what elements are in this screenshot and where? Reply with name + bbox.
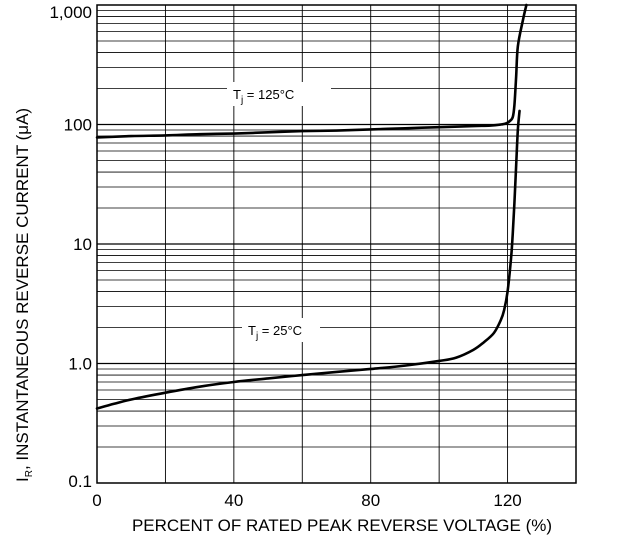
series-label-125c-background <box>227 82 331 106</box>
y-axis-title-rest: , INSTANTANEOUS REVERSE CURRENT (μA) <box>13 108 32 470</box>
y-tick-label: 1.0 <box>68 355 92 374</box>
series-curves <box>95 3 528 410</box>
plot-frame <box>96 4 577 484</box>
x-tick-label: 0 <box>92 491 101 510</box>
series-label-125c-symbol: T <box>233 87 241 102</box>
y-axis-title: IR, INSTANTANEOUS REVERSE CURRENT (μA) <box>13 108 35 482</box>
x-tick-label: 80 <box>361 491 380 510</box>
x-tick-labels: 0 40 80 120 <box>92 491 521 510</box>
y-tick-label: 0.1 <box>68 472 92 491</box>
y-axis-title-subscript: R <box>24 470 35 477</box>
series-label-25c-subscript: j <box>255 331 258 342</box>
grid-lines <box>97 5 576 483</box>
y-axis-title-symbol: I <box>13 477 32 482</box>
x-tick-label: 120 <box>493 491 521 510</box>
plot-area-border <box>96 4 577 484</box>
svg-text:Tj = 125°C: Tj = 125°C <box>233 87 294 106</box>
series-label-25c-background <box>242 318 320 342</box>
y-tick-label: 1,000 <box>49 3 92 22</box>
series-label-25c: Tj = 25°C <box>242 318 320 342</box>
series-label-25c-value: = 25°C <box>258 323 302 338</box>
series-label-125c: Tj = 125°C <box>227 82 331 106</box>
y-tick-label: 10 <box>73 235 92 254</box>
svg-text:Tj = 25°C: Tj = 25°C <box>248 323 302 342</box>
x-axis-title: PERCENT OF RATED PEAK REVERSE VOLTAGE (%… <box>132 516 552 535</box>
series-label-125c-subscript: j <box>240 95 243 106</box>
x-tick-label: 40 <box>224 491 243 510</box>
y-tick-label: 100 <box>64 116 92 135</box>
series-label-125c-value: = 125°C <box>243 87 294 102</box>
y-tick-labels: 0.1 1.0 10 100 1,000 <box>49 3 92 491</box>
series-curve-1 <box>95 109 521 410</box>
series-curve-0 <box>95 3 528 139</box>
series-label-25c-symbol: T <box>248 323 256 338</box>
